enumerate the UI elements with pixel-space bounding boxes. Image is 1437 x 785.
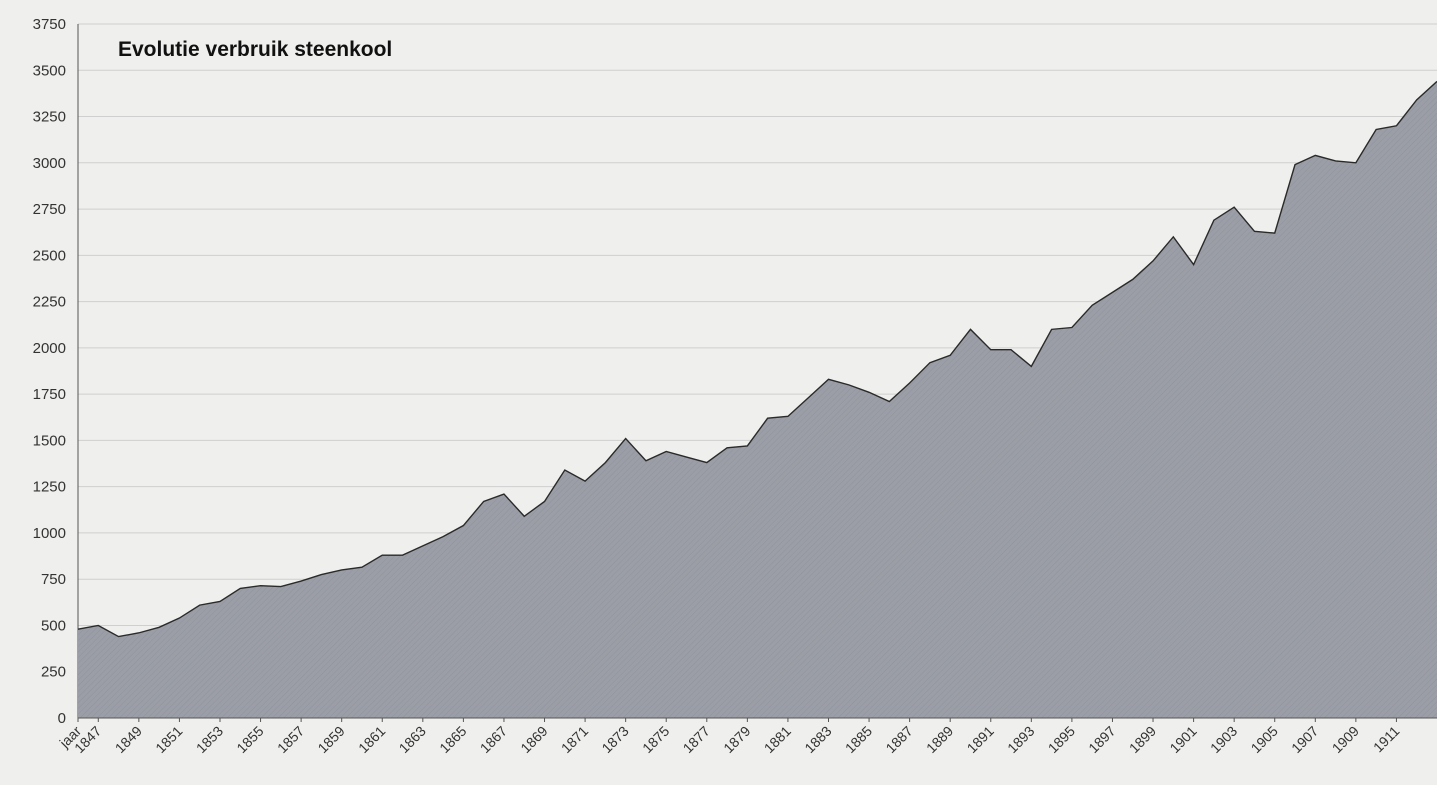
x-tick-label: 1867 (477, 723, 510, 756)
x-tick-label: 1893 (1004, 723, 1037, 756)
y-tick-label: 3250 (33, 109, 66, 126)
x-tick-label: 1875 (639, 723, 672, 756)
y-tick-label: 3750 (33, 16, 66, 33)
y-tick-label: 2750 (33, 201, 66, 218)
x-tick-label: 1899 (1126, 723, 1159, 756)
y-tick-label: 2000 (33, 340, 66, 357)
area-fill (78, 81, 1437, 719)
x-tick-label: 1873 (598, 723, 631, 756)
y-tick-label: 750 (41, 571, 66, 588)
x-tick-label: 1905 (1248, 723, 1281, 756)
x-tick-label: 1911 (1370, 723, 1403, 756)
x-tick-label: 1863 (396, 723, 429, 756)
x-tick-label: 1871 (558, 723, 591, 756)
x-tick-label: 1853 (193, 723, 226, 756)
x-tick-label: 1851 (152, 723, 185, 756)
x-tick-label: 1887 (882, 723, 915, 756)
x-tick-label: 1907 (1288, 723, 1321, 756)
x-tick-label: 1891 (964, 723, 997, 756)
y-tick-label: 3500 (33, 62, 66, 79)
series-line (77, 80, 1437, 638)
x-tick-label: 1883 (801, 723, 834, 756)
y-tick-label: 1250 (33, 479, 66, 496)
x-tick-label: 1885 (842, 723, 875, 756)
x-tick-label: 1857 (274, 723, 307, 756)
x-tick-label: 1889 (923, 723, 956, 756)
y-tick-label: 1750 (33, 386, 66, 403)
chart-title: Evolutie verbruik steenkool (118, 38, 393, 61)
x-tick-label: 1855 (233, 723, 266, 756)
x-tick-label: 1895 (1045, 723, 1078, 756)
y-tick-label: 3000 (33, 155, 66, 172)
x-tick-label: 1901 (1166, 723, 1199, 756)
y-tick-label: 250 (41, 664, 66, 681)
x-tick-label: 1897 (1085, 723, 1118, 756)
x-tick-label: 1849 (112, 723, 145, 756)
x-tick-label: 1865 (436, 723, 469, 756)
x-tick-label: 1877 (680, 723, 713, 756)
x-tick-label: 1861 (355, 723, 388, 756)
x-tick-label: 1879 (720, 723, 753, 756)
x-tick-label: 1859 (314, 723, 347, 756)
y-tick-label: 2500 (33, 247, 66, 264)
y-tick-label: 500 (41, 617, 66, 634)
y-tick-label: 1000 (33, 525, 66, 542)
x-tick-label: 1909 (1329, 723, 1362, 756)
x-tick-label: 1903 (1207, 723, 1240, 756)
y-tick-label: 0 (58, 710, 66, 727)
x-tick-label: 1869 (517, 723, 550, 756)
y-tick-label: 1500 (33, 432, 66, 449)
x-tick-label: 1881 (761, 723, 794, 756)
y-tick-label: 2250 (33, 294, 66, 311)
